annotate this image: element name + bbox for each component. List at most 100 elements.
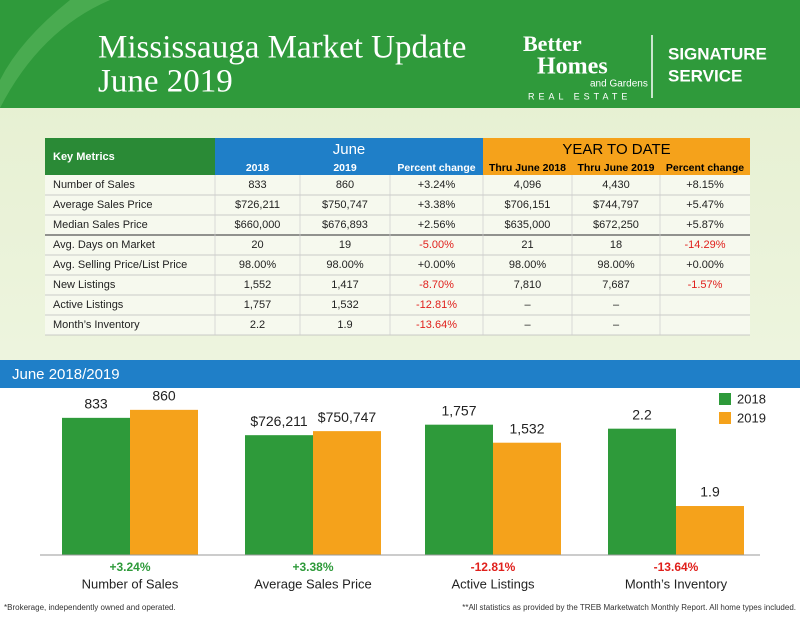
footer — [0, 600, 800, 618]
logo-text: REAL ESTATE — [528, 91, 631, 101]
row-label: Avg. Selling Price/List Price — [53, 259, 187, 271]
cell: -1.57% — [688, 279, 723, 291]
cell: 1.9 — [337, 319, 352, 331]
bar — [313, 431, 381, 555]
change-label: +3.38% — [292, 560, 333, 574]
cell: 7,810 — [514, 279, 542, 291]
cell: 98.00% — [326, 259, 364, 271]
cell: 860 — [336, 179, 354, 191]
logo-text: Better — [523, 31, 582, 56]
value-label: 1.9 — [700, 484, 720, 500]
cell: 98.00% — [239, 259, 277, 271]
subheader: Percent change — [397, 162, 475, 174]
chart-title: June 2018/2019 — [12, 366, 120, 383]
change-label: -13.64% — [654, 560, 699, 574]
group-name: Month’s Inventory — [625, 576, 728, 591]
cell: 1,417 — [331, 279, 359, 291]
cell: 4,430 — [602, 179, 630, 191]
group-cell — [483, 138, 750, 160]
cell: 19 — [339, 239, 351, 251]
change-label: +3.24% — [109, 560, 150, 574]
cell: 833 — [248, 179, 266, 191]
cell: +3.38% — [418, 199, 456, 211]
cell: 98.00% — [509, 259, 547, 271]
subheader: 2019 — [333, 162, 357, 174]
service-text: SIGNATURE — [668, 44, 767, 63]
cell: +3.24% — [418, 179, 456, 191]
legend-label: 2019 — [737, 410, 766, 425]
legend-swatch — [719, 393, 731, 405]
legend-label: 2018 — [737, 391, 766, 406]
logo-text: Homes — [537, 54, 608, 80]
cell: $635,000 — [505, 219, 551, 231]
bar — [493, 442, 561, 555]
group-label: June — [333, 141, 366, 158]
cell: $660,000 — [235, 219, 281, 231]
legend-swatch — [719, 412, 731, 424]
row-label: Month’s Inventory — [53, 319, 140, 331]
value-label: 1,532 — [509, 420, 544, 436]
value-label: $726,211 — [250, 413, 308, 429]
cell: -12.81% — [416, 299, 457, 311]
value-label: $750,747 — [318, 409, 377, 425]
cell: +8.15% — [686, 179, 724, 191]
group-cell — [215, 138, 483, 160]
cell: – — [613, 319, 620, 331]
bar — [245, 435, 313, 555]
cell: – — [524, 319, 531, 331]
cell: $750,747 — [322, 199, 368, 211]
bar — [425, 424, 493, 555]
logo-text: and Gardens — [590, 79, 648, 90]
cell: 20 — [251, 239, 263, 251]
title: Mississauga Market Update — [98, 30, 466, 66]
cell: +0.00% — [686, 259, 724, 271]
row-label: New Listings — [53, 279, 116, 291]
header-band — [0, 0, 800, 108]
cell: -8.70% — [419, 279, 454, 291]
row-label: Average Sales Price — [53, 199, 152, 211]
cell: 4,096 — [514, 179, 542, 191]
group-name: Number of Sales — [82, 576, 179, 591]
leaf-decor — [0, 0, 110, 108]
cell: – — [613, 299, 620, 311]
cell: 2.2 — [250, 319, 265, 331]
row-label: Number of Sales — [53, 179, 135, 191]
change-label: -12.81% — [471, 560, 516, 574]
subheader-band — [483, 160, 750, 175]
cell: -5.00% — [419, 239, 454, 251]
footnote: *Brokerage, independently owned and oper… — [4, 603, 176, 612]
cell: 1,532 — [331, 299, 359, 311]
value-label: 833 — [84, 396, 108, 412]
cell: +2.56% — [418, 219, 456, 231]
cell: $726,211 — [235, 199, 280, 211]
subheader: Thru June 2018 — [489, 162, 566, 174]
cell: 1,552 — [244, 279, 272, 291]
value-label: 2.2 — [632, 406, 652, 422]
corner-label: Key Metrics — [53, 151, 115, 163]
bar — [608, 428, 676, 555]
cell: $744,797 — [593, 199, 639, 211]
group-name: Average Sales Price — [254, 576, 372, 591]
row-label: Avg. Days on Market — [53, 239, 155, 251]
value-label: 860 — [152, 388, 176, 404]
cell: 7,687 — [602, 279, 630, 291]
subheader: Thru June 2019 — [577, 162, 654, 174]
bar — [62, 417, 130, 555]
cell: – — [524, 299, 531, 311]
corner-cell — [45, 138, 215, 175]
row-label: Median Sales Price — [53, 219, 148, 231]
row-label: Active Listings — [53, 299, 124, 311]
service-text: SERVICE — [668, 66, 742, 85]
cell: +0.00% — [418, 259, 456, 271]
cell: $672,250 — [593, 219, 639, 231]
bar — [676, 506, 744, 555]
cell: 18 — [610, 239, 622, 251]
cell: 21 — [521, 239, 533, 251]
cell: $706,151 — [505, 199, 551, 211]
chart-band — [0, 360, 800, 388]
subheader: Percent change — [666, 162, 744, 174]
cell: 1,757 — [244, 299, 272, 311]
value-label: 1,757 — [441, 402, 476, 418]
cell: $676,893 — [322, 219, 368, 231]
